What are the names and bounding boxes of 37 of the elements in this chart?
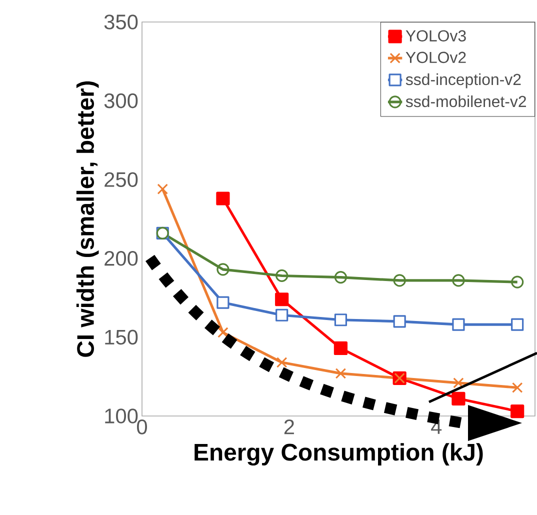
- y-tick-label: 250: [104, 172, 138, 187]
- legend-label: ssd-mobilenet-v2: [406, 95, 526, 108]
- legend-label: ssd-inception-v2: [406, 73, 521, 88]
- point: [218, 327, 228, 338]
- point: [157, 184, 168, 194]
- y-axis-title: CI width (smaller, better): [76, 81, 99, 357]
- x-tick-label: 0: [136, 420, 147, 434]
- point: [275, 292, 289, 306]
- point: [276, 308, 288, 322]
- point: [452, 318, 465, 331]
- x-tick-label: 2: [284, 420, 294, 434]
- x-axis-title: Energy Consumption (kJ): [194, 443, 483, 466]
- point: [452, 392, 466, 406]
- point: [393, 315, 406, 328]
- point: [334, 271, 348, 284]
- point: [335, 368, 346, 379]
- point: [334, 314, 348, 326]
- point: [510, 404, 524, 418]
- point: [276, 269, 288, 282]
- point: [453, 378, 464, 388]
- point: [511, 276, 524, 288]
- point: [393, 274, 406, 287]
- point: [334, 341, 348, 356]
- legend-label: YOLOv3: [406, 30, 466, 42]
- point: [216, 263, 230, 276]
- legend-label: YOLOv2: [406, 52, 466, 64]
- point: [276, 357, 288, 368]
- point: [511, 318, 524, 331]
- y-tick-label: 350: [104, 14, 138, 30]
- y-tick-label: 300: [104, 93, 138, 108]
- y-tick-label: 100: [105, 408, 138, 424]
- y-tick-label: 150: [105, 330, 138, 345]
- point: [216, 192, 230, 206]
- point: [452, 274, 465, 287]
- point: [216, 296, 230, 309]
- y-tick-label: 200: [104, 250, 138, 266]
- point: [512, 382, 523, 394]
